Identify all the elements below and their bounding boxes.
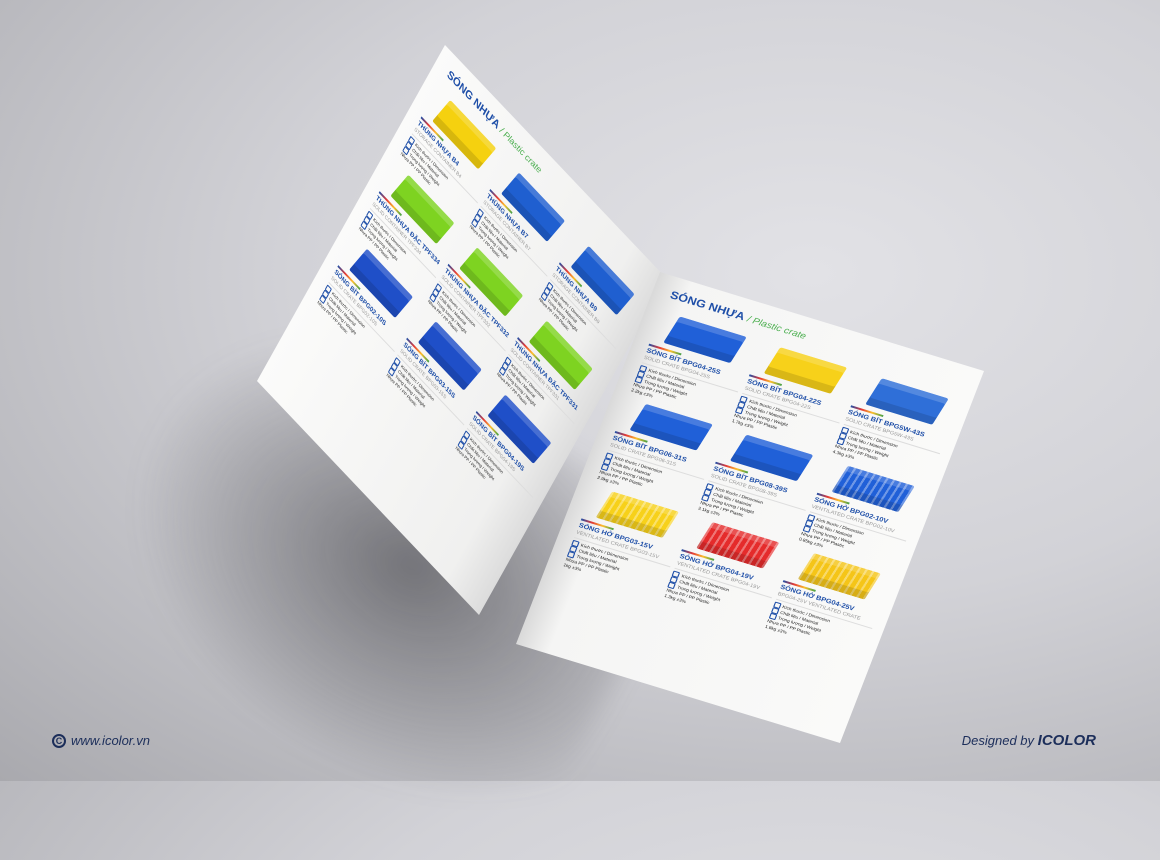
website-link[interactable]: www.icolor.vn [71,733,150,748]
designer-credit: Designed by ICOLOR [962,733,1096,749]
product-grid: SÓNG BÍT BPG04-25S SOLID CRATE BPG04-25S K… [563,308,961,658]
copyright-icon: C [52,734,66,748]
brand-name: ICOLOR [1037,732,1096,749]
designed-by-label: Designed by [961,733,1035,748]
website-credit: C www.icolor.vn [52,733,150,749]
